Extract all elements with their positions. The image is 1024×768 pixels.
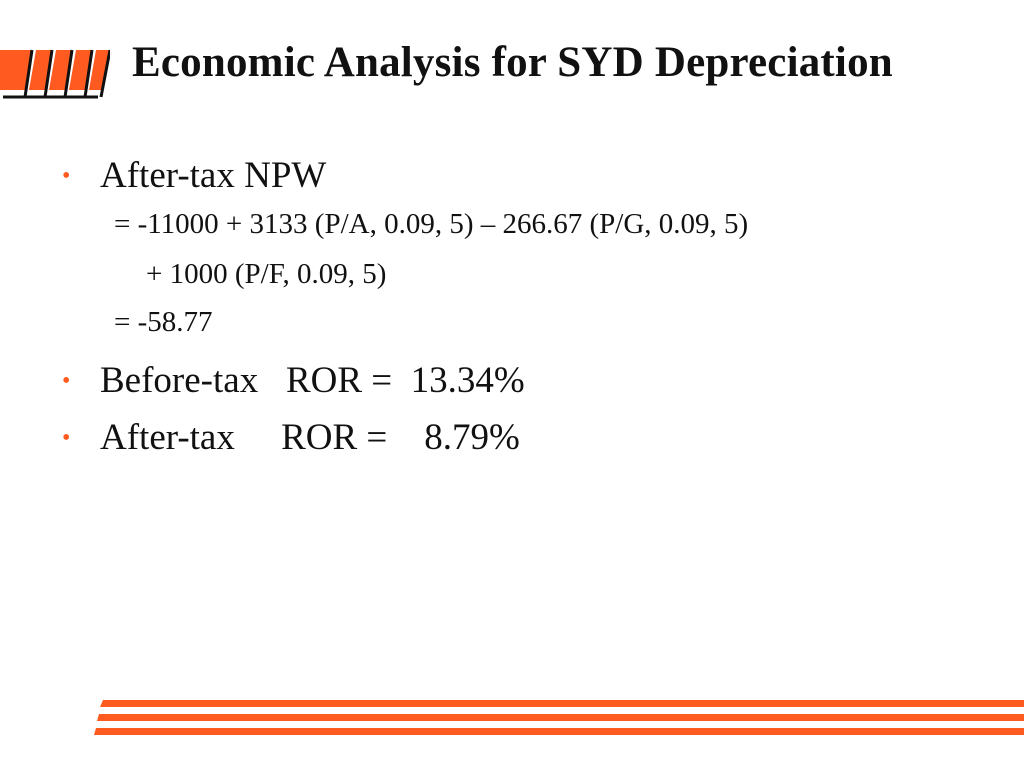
bullet-label: Before-tax ROR = 13.34% [100, 360, 525, 401]
bullet-after-tax-npw: • After-tax NPW [62, 154, 326, 197]
striped-bars-logo-icon [0, 49, 110, 99]
npw-equation-line-1: = -11000 + 3133 (P/A, 0.09, 5) – 266.67 … [114, 208, 749, 240]
bullet-label: After-tax ROR = 8.79% [100, 417, 520, 458]
npw-result: = -58.77 [114, 306, 213, 338]
bullet-dot-icon: • [62, 368, 71, 394]
bullet-before-tax-ror: • Before-tax ROR = 13.34% [62, 359, 525, 402]
slide-title: Economic Analysis for SYD Depreciation [132, 39, 893, 86]
bullet-label: After-tax NPW [100, 155, 327, 196]
npw-equation-line-2: + 1000 (P/F, 0.09, 5) [146, 258, 387, 290]
bullet-dot-icon: • [62, 163, 71, 189]
bullet-dot-icon: • [62, 425, 71, 451]
bullet-after-tax-ror: • After-tax ROR = 8.79% [62, 416, 520, 459]
